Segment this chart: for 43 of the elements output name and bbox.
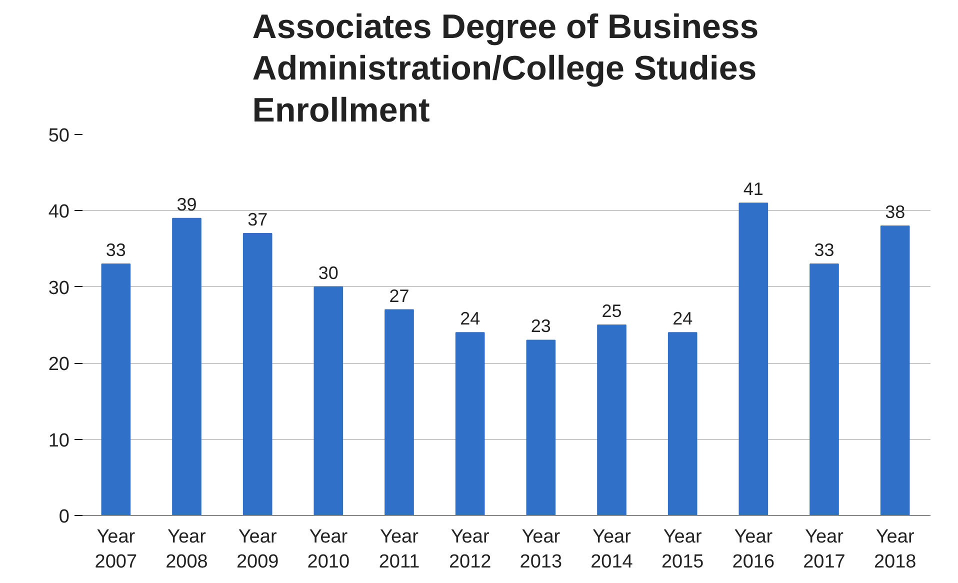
x-tick-label: Year 2015 [661, 526, 704, 573]
data-label: 24 [672, 308, 693, 329]
x-tick-label: Year 2012 [448, 526, 492, 573]
bar [597, 324, 626, 516]
y-tick-label: 30 [48, 278, 70, 299]
x-tick-label: Year 2011 [378, 526, 420, 573]
bar [314, 286, 344, 516]
data-label: 23 [530, 316, 551, 336]
x-tick-label: Year 2009 [236, 526, 279, 573]
x-tick-label: Year 2010 [307, 526, 350, 573]
x-tick-label: Year 2008 [166, 526, 208, 573]
data-label: 25 [602, 301, 622, 321]
data-label: 33 [106, 240, 126, 260]
y-tick-label: 40 [48, 202, 70, 223]
bar [242, 233, 272, 516]
data-label: 27 [389, 286, 410, 306]
x-tick-label: Year 2018 [874, 526, 916, 573]
bar [384, 309, 414, 516]
bar [738, 202, 768, 516]
bar [880, 225, 910, 516]
data-label: 41 [743, 179, 764, 200]
data-label: 37 [248, 210, 268, 230]
x-tick-label: Year 2016 [732, 526, 775, 573]
bar [668, 332, 698, 516]
bar [526, 340, 556, 516]
x-tick-label: Year 2017 [803, 526, 846, 573]
data-label: 39 [176, 194, 197, 214]
y-tick-label: 0 [58, 506, 70, 528]
data-label: 30 [318, 262, 338, 283]
x-tick-label: Year 2014 [590, 526, 634, 573]
data-label: 33 [814, 240, 834, 260]
bar [172, 218, 202, 516]
chart-title: Associates Degree of Business Administration/College Studies Enrollment [252, 8, 759, 130]
data-label: 24 [460, 308, 480, 329]
bar [455, 332, 485, 516]
bar [101, 264, 131, 516]
y-tick-label: 50 [48, 126, 70, 146]
x-tick-label: Year 2013 [520, 526, 562, 573]
bar [810, 264, 839, 516]
y-tick-label: 20 [48, 354, 70, 376]
y-tick-label: 10 [48, 430, 70, 452]
data-label: 38 [885, 202, 906, 222]
x-tick-label: Year 2007 [94, 526, 138, 573]
